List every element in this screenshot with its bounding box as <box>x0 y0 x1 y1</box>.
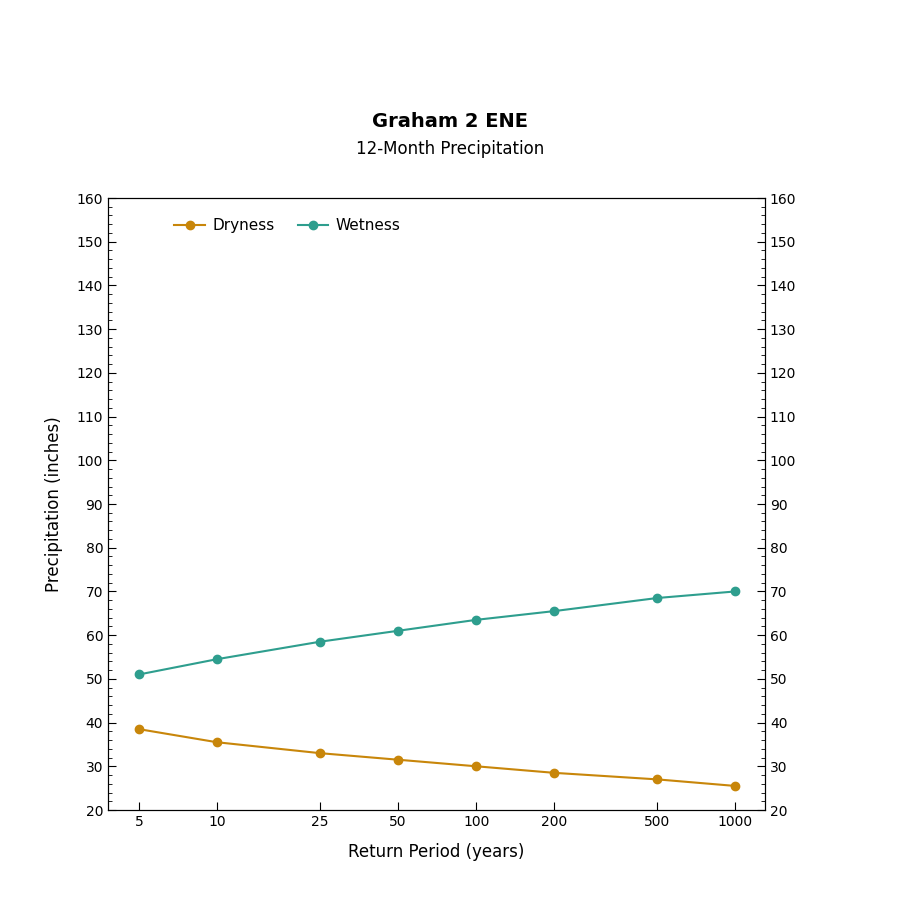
Dryness <box>471 760 482 771</box>
Wetness <box>730 586 741 597</box>
Dryness <box>730 780 741 791</box>
Dryness <box>212 737 222 748</box>
Dryness <box>133 724 144 734</box>
Wetness <box>392 626 403 636</box>
Line: Wetness: Wetness <box>135 588 740 679</box>
Text: Graham 2 ENE: Graham 2 ENE <box>372 112 528 131</box>
X-axis label: Return Period (years): Return Period (years) <box>348 842 525 860</box>
Y-axis label: Precipitation (inches): Precipitation (inches) <box>45 416 63 592</box>
Wetness <box>549 606 560 616</box>
Dryness <box>549 768 560 778</box>
Dryness <box>392 754 403 765</box>
Dryness <box>652 774 662 785</box>
Wetness <box>652 592 662 603</box>
Wetness <box>471 615 482 626</box>
Legend: Dryness, Wetness: Dryness, Wetness <box>168 212 407 239</box>
Wetness <box>315 636 326 647</box>
Wetness <box>133 669 144 680</box>
Wetness <box>212 653 222 664</box>
Text: 12-Month Precipitation: 12-Month Precipitation <box>356 140 544 158</box>
Dryness <box>315 748 326 759</box>
Line: Dryness: Dryness <box>135 725 740 790</box>
